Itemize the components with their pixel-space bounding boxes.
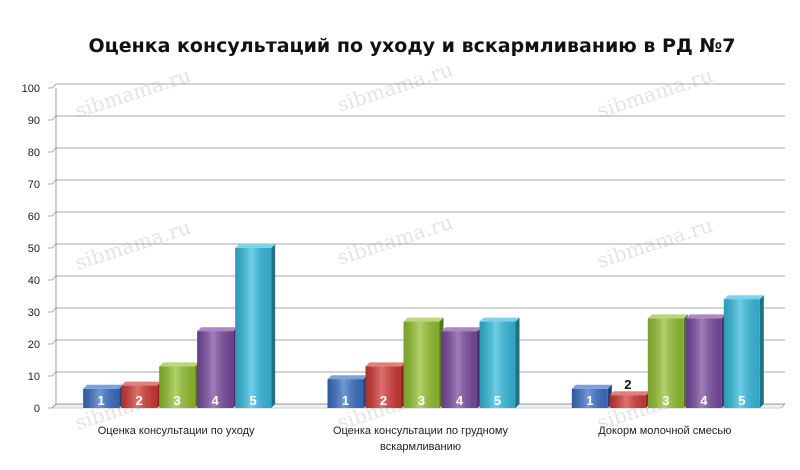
- gridline-diagonal: [51, 147, 57, 153]
- bar-shine: [121, 385, 158, 408]
- gridline-diagonal: [51, 243, 57, 249]
- gridline-diagonal: [51, 403, 57, 409]
- bar-shine: [403, 321, 440, 408]
- bar-top: [609, 391, 650, 396]
- bar-side: [271, 244, 276, 408]
- y-tick-label: 50: [28, 243, 40, 255]
- bar-top: [403, 317, 444, 322]
- bar-series-label: 4: [212, 393, 220, 408]
- x-category-label: Оценка консультации по грудному вскармлив…: [333, 425, 509, 453]
- bar-side: [759, 295, 764, 408]
- bar-top: [121, 381, 162, 386]
- bar-series-label: 2: [380, 393, 387, 408]
- x-axis-labels: Оценка консультации по уходу Оценка консу…: [98, 425, 732, 453]
- bar-series-label: 4: [700, 393, 708, 408]
- gridline-diagonal: [51, 275, 57, 281]
- bar-top: [647, 314, 688, 319]
- bar-series-label: 4: [456, 393, 464, 408]
- watermark-text: sibmama.ru: [72, 63, 194, 123]
- bar-series-label: 5: [494, 393, 501, 408]
- bar-top: [197, 327, 238, 332]
- y-tick-label: 100: [22, 83, 40, 95]
- bar-top: [365, 362, 406, 367]
- bar-top: [571, 384, 612, 389]
- bar-shine: [723, 299, 760, 408]
- gridline-diagonal: [51, 83, 57, 89]
- gridline-diagonal: [51, 307, 57, 313]
- gridline-diagonal: [51, 115, 57, 121]
- bar-shine: [479, 321, 516, 408]
- bar-shine: [327, 379, 364, 408]
- bar-top: [685, 314, 726, 319]
- bar-shine: [235, 248, 272, 408]
- bar-top: [159, 362, 200, 367]
- bar-series-label: 2: [624, 377, 631, 392]
- bar-shine: [365, 366, 402, 408]
- watermark-text: sibmama.ru: [594, 213, 716, 273]
- y-tick-label: 70: [28, 179, 40, 191]
- bar-series-label: 3: [662, 393, 669, 408]
- bar-shine: [441, 331, 478, 408]
- bar-side: [515, 317, 520, 408]
- y-tick-label: 30: [28, 307, 40, 319]
- gridline-diagonal: [51, 211, 57, 217]
- bar-top: [723, 295, 764, 300]
- bar-series-label: 5: [250, 393, 257, 408]
- bars: 1 2 3 4 5 1 2 3 4 5 1 2 3 4 5: [83, 244, 764, 408]
- bar-top: [441, 327, 482, 332]
- bar-series-label: 2: [136, 393, 143, 408]
- bar-series-label: 1: [98, 393, 105, 408]
- watermark-text: sibmama.ru: [334, 57, 456, 117]
- y-tick-label: 80: [28, 147, 40, 159]
- bar-shine: [197, 331, 234, 408]
- bar-shine: [647, 318, 684, 408]
- bar-shine: [571, 388, 608, 408]
- bar-top: [479, 317, 520, 322]
- bar-series-label: 1: [342, 393, 349, 408]
- chart-title: Оценка консультаций по уходу и вскармлив…: [88, 35, 735, 57]
- watermark-text: sibmama.ru: [594, 63, 716, 123]
- y-tick-label: 10: [28, 371, 40, 383]
- bar-shine: [159, 366, 196, 408]
- y-tick-label: 0: [34, 403, 40, 415]
- watermark-text: sibmama.ru: [334, 210, 456, 270]
- bar-top: [235, 244, 276, 248]
- watermark-text: sibmama.ru: [72, 215, 194, 275]
- bar-top: [327, 375, 368, 380]
- bar-shine: [83, 388, 120, 408]
- gridline-diagonal: [51, 371, 57, 377]
- y-tick-label: 90: [28, 115, 40, 127]
- gridline-diagonal: [51, 179, 57, 185]
- y-tick-label: 40: [28, 275, 40, 287]
- bar-shine: [609, 395, 646, 408]
- gridline-diagonal: [51, 339, 57, 345]
- bar-series-label: 3: [174, 393, 181, 408]
- bar-series-label: 5: [738, 393, 745, 408]
- bar-series-label: 3: [418, 393, 425, 408]
- bar-shine: [685, 318, 722, 408]
- y-tick-label: 60: [28, 211, 40, 223]
- bar-series-label: 1: [586, 393, 593, 408]
- y-axis-ticks: 0 10 20 30 40 50 60 70 80 90 100: [22, 83, 52, 415]
- y-tick-label: 20: [28, 339, 40, 351]
- bar-top: [83, 384, 124, 389]
- x-category-label: Оценка консультации по уходу: [98, 425, 255, 437]
- x-category-label: Докорм молочной смесью: [598, 425, 731, 437]
